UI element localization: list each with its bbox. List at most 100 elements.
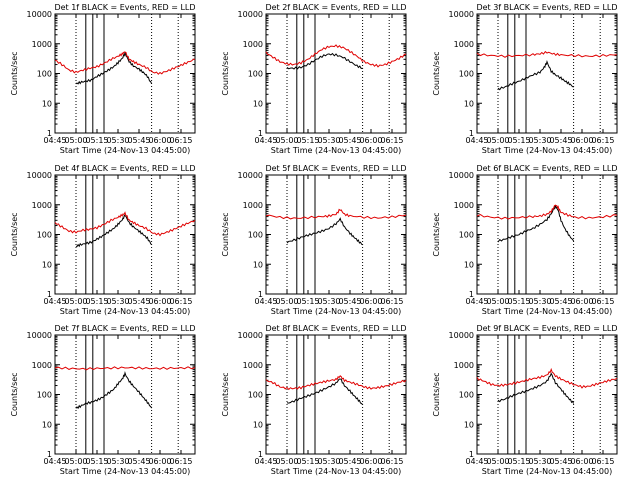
x-tick-label: 06:15 (169, 457, 192, 466)
x-tick-label: 05:00 (275, 297, 298, 306)
x-tick-label: 05:15 (296, 297, 319, 306)
series-line-lld (54, 211, 196, 237)
x-tick-label: 05:00 (275, 136, 298, 145)
series-line-lld (265, 208, 407, 220)
panel-title: Det 1f BLACK = Events, RED = LLD (54, 3, 195, 12)
y-tick-label: 10 (464, 260, 474, 269)
y-axis-label: Counts/sec (10, 51, 19, 95)
y-tick-label: 100 (37, 231, 52, 240)
x-tick-label: 05:45 (127, 297, 150, 306)
y-tick-label: 1 (469, 450, 474, 459)
series-line-lld (476, 367, 618, 389)
x-tick-label: 06:00 (148, 136, 171, 145)
plot-frame (265, 334, 407, 455)
x-tick-label: 05:30 (528, 136, 551, 145)
chart-panel: Det 6f BLACK = Events, RED = LLD 1 10 100 10… (432, 164, 618, 316)
y-tick-label: 1 (47, 129, 52, 138)
chart-panel: Det 4f BLACK = Events, RED = LLD 1 10 100 10… (10, 164, 196, 316)
series-line-lld (265, 44, 407, 68)
x-axis-label: Start Time (24-Nov-13 04:45:00) (60, 146, 190, 155)
series-line-events (497, 60, 574, 91)
y-tick-label: 1000 (243, 201, 263, 210)
x-tick-label: 05:15 (85, 136, 108, 145)
y-tick-label: 10000 (449, 331, 474, 340)
series-line-lld (476, 204, 618, 220)
series-line-events (286, 378, 364, 406)
x-tick-label: 05:00 (486, 297, 509, 306)
y-tick-label: 10000 (27, 331, 52, 340)
y-tick-label: 10 (42, 260, 52, 269)
x-tick-label: 05:00 (486, 457, 509, 466)
x-tick-label: 05:00 (275, 457, 298, 466)
y-tick-label: 10000 (238, 171, 263, 180)
x-tick-label: 06:15 (380, 297, 403, 306)
y-axis-label: Counts/sec (432, 212, 441, 256)
series-line-events (497, 204, 575, 243)
panel-title: Det 2f BLACK = Events, RED = LLD (265, 3, 406, 12)
series-line-events (75, 370, 153, 410)
x-tick-label: 04:45 (43, 136, 66, 145)
y-tick-label: 1000 (454, 361, 474, 370)
chart-panel: Det 7f BLACK = Events, RED = LLD 1 10 100 10… (10, 324, 196, 476)
y-tick-label: 10 (464, 420, 474, 429)
y-tick-label: 1 (469, 129, 474, 138)
x-tick-label: 05:45 (549, 457, 572, 466)
y-tick-label: 100 (459, 391, 474, 400)
y-tick-label: 1 (47, 290, 52, 299)
x-tick-label: 06:00 (359, 457, 382, 466)
chart-panel: Det 9f BLACK = Events, RED = LLD 1 10 100 10… (432, 324, 618, 476)
y-tick-label: 1000 (243, 40, 263, 49)
series-line-events (75, 52, 153, 85)
x-tick-label: 05:15 (296, 457, 319, 466)
y-tick-label: 1 (258, 450, 263, 459)
x-tick-label: 04:45 (465, 457, 488, 466)
x-tick-label: 06:00 (570, 136, 593, 145)
y-axis-label: Counts/sec (221, 51, 230, 95)
y-tick-label: 10000 (238, 331, 263, 340)
panel-title: Det 5f BLACK = Events, RED = LLD (265, 164, 406, 173)
x-tick-label: 06:15 (591, 457, 614, 466)
x-tick-label: 05:45 (127, 136, 150, 145)
y-tick-label: 100 (248, 231, 263, 240)
x-tick-label: 06:15 (380, 136, 403, 145)
x-tick-label: 05:15 (296, 136, 319, 145)
panel-title: Det 8f BLACK = Events, RED = LLD (265, 324, 406, 333)
chart-panel: Det 8f BLACK = Events, RED = LLD 1 10 100 10… (221, 324, 407, 476)
panel-title: Det 4f BLACK = Events, RED = LLD (54, 164, 195, 173)
x-tick-label: 06:00 (148, 297, 171, 306)
x-tick-label: 05:45 (338, 297, 361, 306)
y-tick-label: 10 (253, 420, 263, 429)
series-line-events (75, 214, 152, 248)
series-line-lld (265, 375, 407, 391)
x-tick-label: 06:00 (359, 297, 382, 306)
x-tick-label: 04:45 (254, 297, 277, 306)
x-tick-label: 05:30 (317, 457, 340, 466)
y-tick-label: 10 (253, 260, 263, 269)
x-tick-label: 05:00 (64, 136, 87, 145)
x-tick-label: 05:30 (106, 136, 129, 145)
y-tick-label: 100 (459, 231, 474, 240)
x-tick-label: 05:00 (486, 136, 509, 145)
y-tick-label: 100 (37, 70, 52, 79)
x-tick-label: 05:15 (507, 297, 530, 306)
y-tick-label: 1 (258, 129, 263, 138)
series-line-lld (54, 366, 196, 371)
panel-title: Det 3f BLACK = Events, RED = LLD (476, 3, 617, 12)
x-tick-label: 06:00 (570, 457, 593, 466)
x-tick-label: 05:00 (64, 297, 87, 306)
chart-panel: Det 3f BLACK = Events, RED = LLD 1 10 100 10… (432, 3, 618, 155)
y-tick-label: 10000 (449, 171, 474, 180)
series-line-events (497, 372, 575, 404)
x-tick-label: 06:00 (570, 297, 593, 306)
y-tick-label: 10 (253, 99, 263, 108)
x-tick-label: 06:00 (148, 457, 171, 466)
x-tick-label: 05:15 (85, 457, 108, 466)
y-axis-label: Counts/sec (10, 372, 19, 416)
x-tick-label: 05:30 (106, 457, 129, 466)
y-tick-label: 1 (469, 290, 474, 299)
x-tick-label: 04:45 (465, 297, 488, 306)
x-tick-label: 05:45 (127, 457, 150, 466)
panel-title: Det 9f BLACK = Events, RED = LLD (476, 324, 617, 333)
panel-title: Det 7f BLACK = Events, RED = LLD (54, 324, 195, 333)
x-axis-label: Start Time (24-Nov-13 04:45:00) (482, 146, 612, 155)
